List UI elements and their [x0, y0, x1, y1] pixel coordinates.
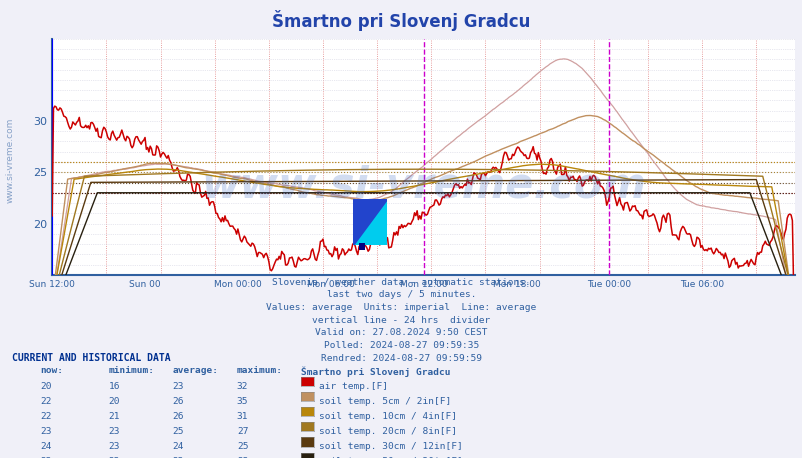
Text: 23: 23: [237, 457, 248, 458]
Text: 22: 22: [40, 412, 51, 421]
Text: soil temp. 10cm / 4in[F]: soil temp. 10cm / 4in[F]: [318, 412, 456, 421]
Text: CURRENT AND HISTORICAL DATA: CURRENT AND HISTORICAL DATA: [12, 353, 171, 363]
Text: 21: 21: [108, 412, 119, 421]
Text: www.si-vreme.com: www.si-vreme.com: [200, 164, 646, 206]
Text: 22: 22: [40, 397, 51, 406]
Text: 23: 23: [172, 457, 184, 458]
Text: soil temp. 5cm / 2in[F]: soil temp. 5cm / 2in[F]: [318, 397, 451, 406]
Text: soil temp. 20cm / 8in[F]: soil temp. 20cm / 8in[F]: [318, 427, 456, 436]
Text: 23: 23: [40, 427, 51, 436]
Text: 20: 20: [108, 397, 119, 406]
Text: Šmartno pri Slovenj Gradcu: Šmartno pri Slovenj Gradcu: [272, 10, 530, 31]
Text: 32: 32: [237, 382, 248, 391]
Text: minimum:: minimum:: [108, 366, 154, 376]
Text: soil temp. 30cm / 12in[F]: soil temp. 30cm / 12in[F]: [318, 442, 462, 451]
Text: 35: 35: [237, 397, 248, 406]
Text: average:: average:: [172, 366, 218, 376]
Text: 23: 23: [108, 457, 119, 458]
Polygon shape: [353, 199, 387, 245]
Text: 26: 26: [172, 397, 184, 406]
Text: air temp.[F]: air temp.[F]: [318, 382, 387, 391]
Text: 31: 31: [237, 412, 248, 421]
Text: 23: 23: [108, 427, 119, 436]
Text: 25: 25: [237, 442, 248, 451]
Text: 26: 26: [172, 412, 184, 421]
Text: 23: 23: [172, 382, 184, 391]
Text: 25: 25: [172, 427, 184, 436]
Text: 27: 27: [237, 427, 248, 436]
Text: Slovenia / weather data - automatic stations.
last two days / 5 minutes.
Values:: Slovenia / weather data - automatic stat…: [266, 277, 536, 363]
Text: 24: 24: [40, 442, 51, 451]
Text: soil temp. 50cm / 20in[F]: soil temp. 50cm / 20in[F]: [318, 457, 462, 458]
Text: 23: 23: [108, 442, 119, 451]
Text: now:: now:: [40, 366, 63, 376]
Text: Šmartno pri Slovenj Gradcu: Šmartno pri Slovenj Gradcu: [301, 366, 450, 377]
Text: 23: 23: [40, 457, 51, 458]
Text: www.si-vreme.com: www.si-vreme.com: [5, 118, 14, 203]
Text: maximum:: maximum:: [237, 366, 282, 376]
Polygon shape: [353, 199, 387, 245]
Text: 16: 16: [108, 382, 119, 391]
Text: 24: 24: [172, 442, 184, 451]
Text: 20: 20: [40, 382, 51, 391]
